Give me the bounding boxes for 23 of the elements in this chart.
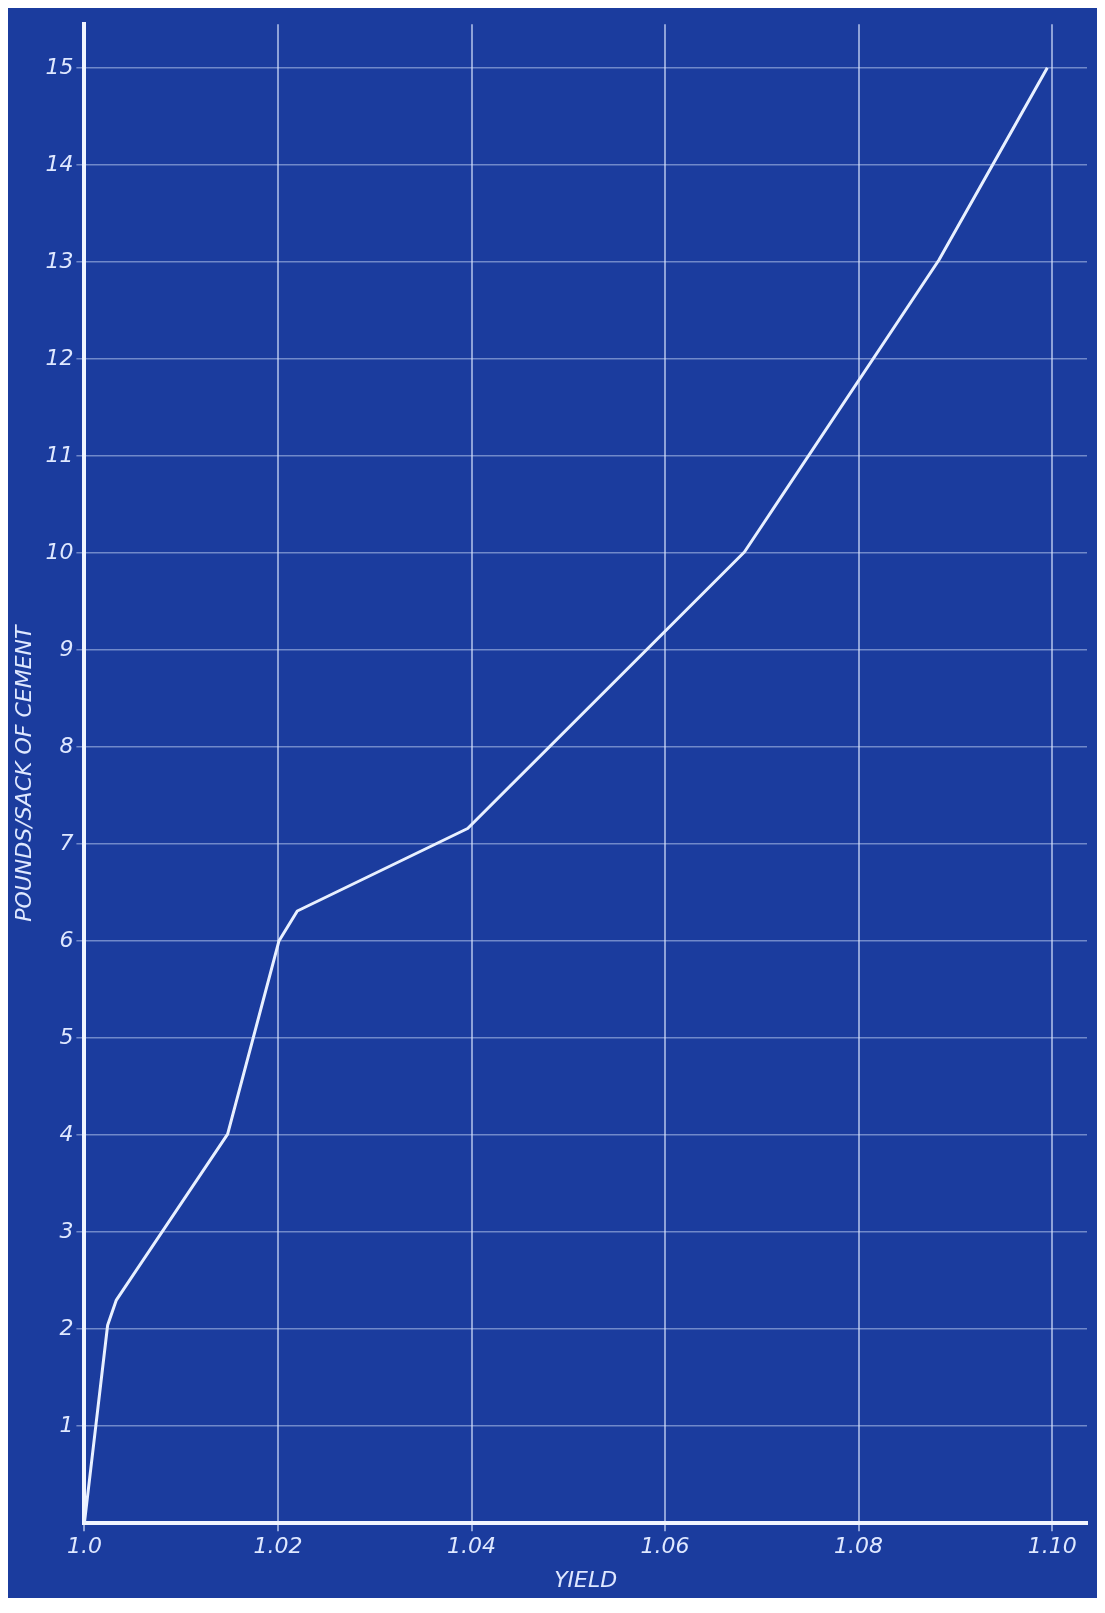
y-tick-label: 3 [59,1217,74,1243]
x-tick-label: 1.04 [447,1533,496,1559]
y-tick-label: 6 [59,926,74,952]
y-axis-title: POUNDS/SACK OF CEMENT [10,624,36,922]
x-tick-label: 1.0 [66,1533,102,1559]
y-tick-label: 13 [45,247,74,273]
y-tick-label: 4 [59,1120,74,1146]
x-tick-label: 1.02 [253,1533,303,1559]
y-tick-label: 11 [45,441,74,467]
y-tick-label: 8 [59,732,74,758]
y-tick-label: 5 [59,1023,74,1049]
x-tick-label: 1.06 [640,1533,690,1559]
x-axis-title: YIELD [554,1566,618,1592]
y-tick-label: 14 [45,150,74,176]
y-tick-label: 9 [59,635,74,661]
y-tick-label: 12 [45,344,74,370]
y-tick-label: 7 [59,829,74,855]
y-tick-label: 15 [45,53,74,79]
y-tick-label: 2 [59,1314,74,1340]
x-tick-label: 1.10 [1027,1533,1077,1559]
x-tick-label: 1.08 [834,1533,884,1559]
y-tick-label: 10 [45,538,74,564]
y-tick-label: 1 [59,1411,74,1437]
